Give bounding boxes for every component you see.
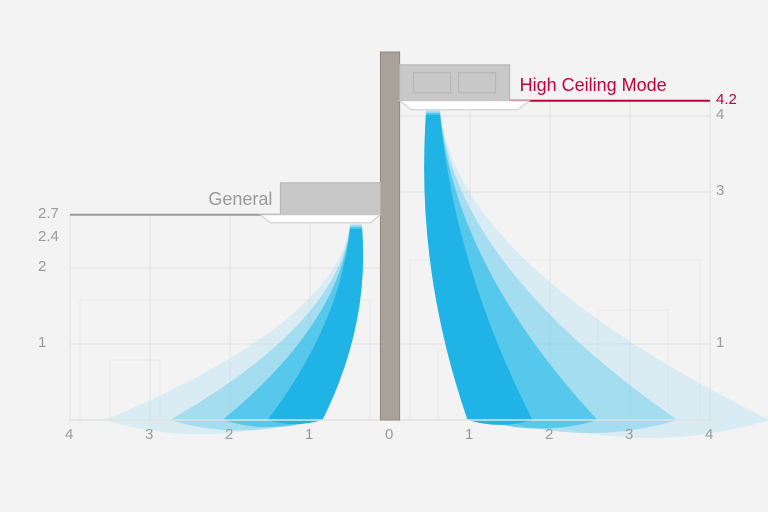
axis-label: 4 (65, 426, 73, 443)
axis-label: 3 (145, 426, 153, 443)
axis-label: 2 (38, 258, 46, 275)
axis-label: 0 (385, 426, 393, 443)
axis-label: 2 (225, 426, 233, 443)
axis-label: 1 (305, 426, 313, 443)
mode-label-general: General (208, 189, 272, 210)
axis-label: 1 (465, 426, 473, 443)
infographic-canvas: 432101234122.42.71344.2GeneralHigh Ceili… (0, 0, 768, 512)
axis-label: 2 (545, 426, 553, 443)
axis-label: 1 (716, 334, 724, 351)
mode-label-high-ceiling: High Ceiling Mode (520, 75, 667, 96)
axis-label: 4 (705, 426, 713, 443)
axis-label: 2.7 (38, 205, 59, 222)
axis-label: 1 (38, 334, 46, 351)
axis-label: 2.4 (38, 228, 59, 245)
axis-label: 3 (625, 426, 633, 443)
axis-label: 4.2 (716, 91, 737, 108)
axis-label: 4 (716, 106, 724, 123)
axis-label: 3 (716, 182, 724, 199)
